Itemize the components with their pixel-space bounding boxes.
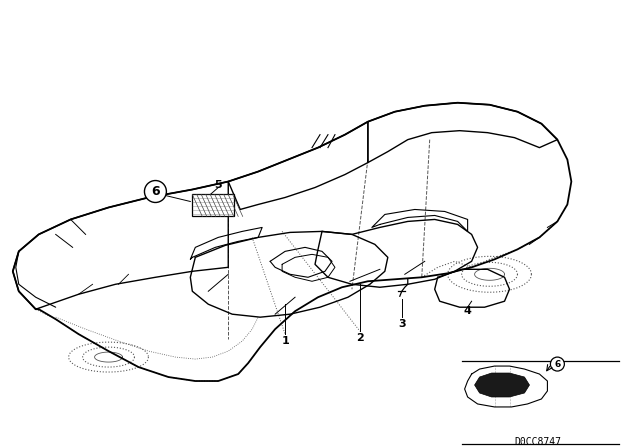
Circle shape bbox=[550, 357, 564, 371]
Text: 5: 5 bbox=[214, 180, 222, 190]
Text: D0CC8747: D0CC8747 bbox=[514, 437, 561, 447]
Text: 4: 4 bbox=[464, 306, 472, 316]
Polygon shape bbox=[475, 373, 529, 397]
Bar bbox=[193, 194, 234, 216]
Text: 6: 6 bbox=[554, 360, 561, 369]
Text: 2: 2 bbox=[356, 333, 364, 343]
Text: 3: 3 bbox=[398, 319, 406, 329]
Text: 6: 6 bbox=[151, 185, 160, 198]
Text: 1: 1 bbox=[281, 336, 289, 346]
Circle shape bbox=[145, 181, 166, 202]
